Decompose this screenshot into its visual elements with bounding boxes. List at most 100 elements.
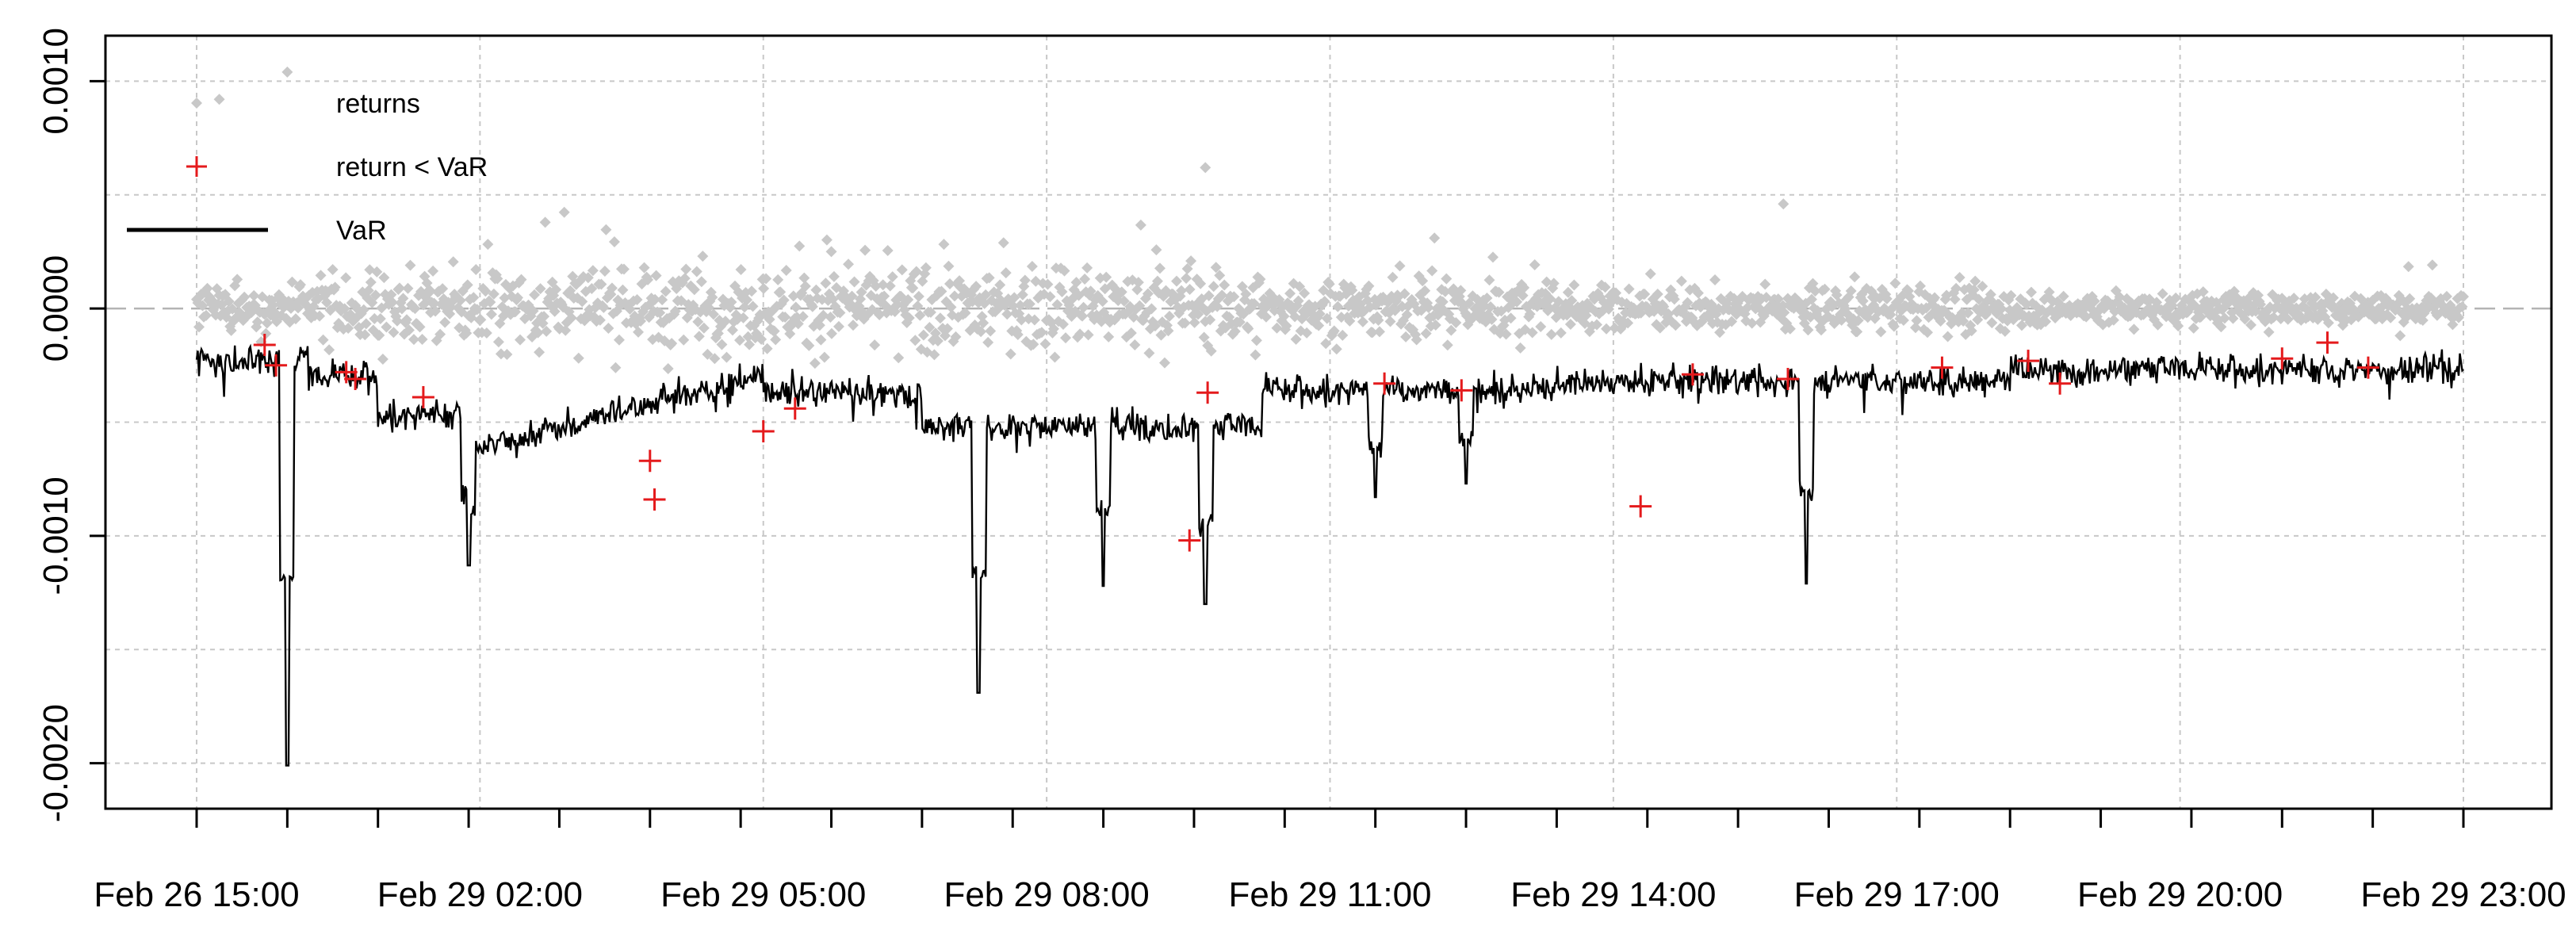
return-point <box>1401 308 1413 320</box>
x-tick-label: Feb 29 05:00 <box>660 875 866 914</box>
return-point <box>1845 285 1857 297</box>
return-point <box>600 224 612 235</box>
return-point <box>1601 323 1613 335</box>
return-point <box>635 316 647 327</box>
return-point <box>1181 262 1193 274</box>
return-point <box>624 303 636 315</box>
return-point <box>679 273 691 285</box>
return-point <box>1635 307 1647 319</box>
return-point <box>343 323 354 335</box>
return-point <box>719 316 731 327</box>
breach-marker <box>265 354 288 377</box>
return-point <box>2255 298 2267 310</box>
return-point <box>560 324 572 336</box>
return-point <box>532 327 544 339</box>
return-point <box>1195 277 1207 289</box>
return-point <box>1445 324 1457 336</box>
return-point <box>381 321 392 333</box>
return-point <box>938 239 950 251</box>
return-point <box>428 297 440 309</box>
return-point <box>1012 328 1024 340</box>
return-point <box>970 281 982 293</box>
return-point <box>692 316 704 327</box>
return-point <box>1969 275 1981 287</box>
return-point <box>470 263 482 275</box>
legend-entry: return < VaR <box>186 152 488 182</box>
return-point <box>359 329 371 341</box>
breach-marker <box>2316 331 2339 354</box>
return-point <box>1176 285 1188 297</box>
return-point <box>1639 289 1651 300</box>
return-point <box>434 328 446 340</box>
return-point <box>1566 295 1578 307</box>
return-point <box>587 265 599 277</box>
return-point <box>631 293 643 305</box>
return-point <box>1545 328 1557 340</box>
return-point <box>902 293 914 305</box>
return-point <box>1778 198 1789 210</box>
return-point <box>582 272 594 284</box>
return-point <box>843 258 855 270</box>
return-point <box>707 308 719 320</box>
return-point <box>595 278 607 290</box>
return-point <box>737 312 749 323</box>
return-point <box>323 344 335 356</box>
return-point <box>650 270 662 281</box>
return-point <box>1056 286 1068 298</box>
return-point <box>447 256 459 268</box>
return-point <box>239 291 251 303</box>
return-point <box>1622 317 1634 329</box>
return-point <box>1949 293 1961 305</box>
return-point <box>914 309 926 321</box>
return-point <box>1323 278 1335 290</box>
return-point <box>1014 300 1026 312</box>
return-point <box>877 279 889 291</box>
return-point <box>1100 271 1112 283</box>
return-point <box>369 312 381 324</box>
x-tick-label: Feb 29 23:00 <box>2360 875 2566 914</box>
return-point <box>1366 327 1378 339</box>
return-point <box>638 262 650 274</box>
return-point <box>1881 293 1893 304</box>
breach-marker <box>1931 356 1954 379</box>
return-point <box>1016 289 1028 300</box>
legend-label: VaR <box>336 216 387 246</box>
return-point <box>1150 244 1162 256</box>
return-point <box>896 264 908 276</box>
return-point <box>1819 283 1831 295</box>
return-point <box>1250 349 1261 361</box>
return-point <box>437 283 449 295</box>
return-point <box>1127 312 1139 323</box>
return-point <box>365 276 377 288</box>
return-point <box>1074 328 1086 340</box>
return-point <box>213 94 225 105</box>
return-point <box>1875 326 1887 338</box>
return-point <box>669 305 681 317</box>
return-point <box>2215 321 2227 333</box>
return-point <box>2152 319 2164 331</box>
return-point <box>1544 293 1556 304</box>
return-point <box>514 334 526 346</box>
breach-marker <box>1629 495 1652 518</box>
return-point <box>1849 271 1861 283</box>
return-point <box>1211 300 1223 312</box>
return-point <box>1400 331 1412 343</box>
return-point <box>1143 347 1155 359</box>
return-point <box>878 290 890 302</box>
return-point <box>1615 323 1627 335</box>
return-point <box>1203 290 1215 302</box>
return-point <box>806 300 818 312</box>
return-point <box>1164 310 1176 322</box>
return-point <box>1922 327 1934 339</box>
legend-label: return < VaR <box>336 152 488 182</box>
breach-marker <box>2271 347 2294 370</box>
return-point <box>1208 281 1219 293</box>
y-axis: 0.0010 0.0000 -0.0010 -0.0020 <box>36 28 105 822</box>
return-point <box>391 315 403 327</box>
return-point <box>260 327 272 339</box>
return-point <box>1142 288 1154 300</box>
return-point <box>1977 281 1988 293</box>
return-point <box>193 321 205 333</box>
return-point <box>1962 307 1974 319</box>
return-point <box>1670 320 1682 331</box>
